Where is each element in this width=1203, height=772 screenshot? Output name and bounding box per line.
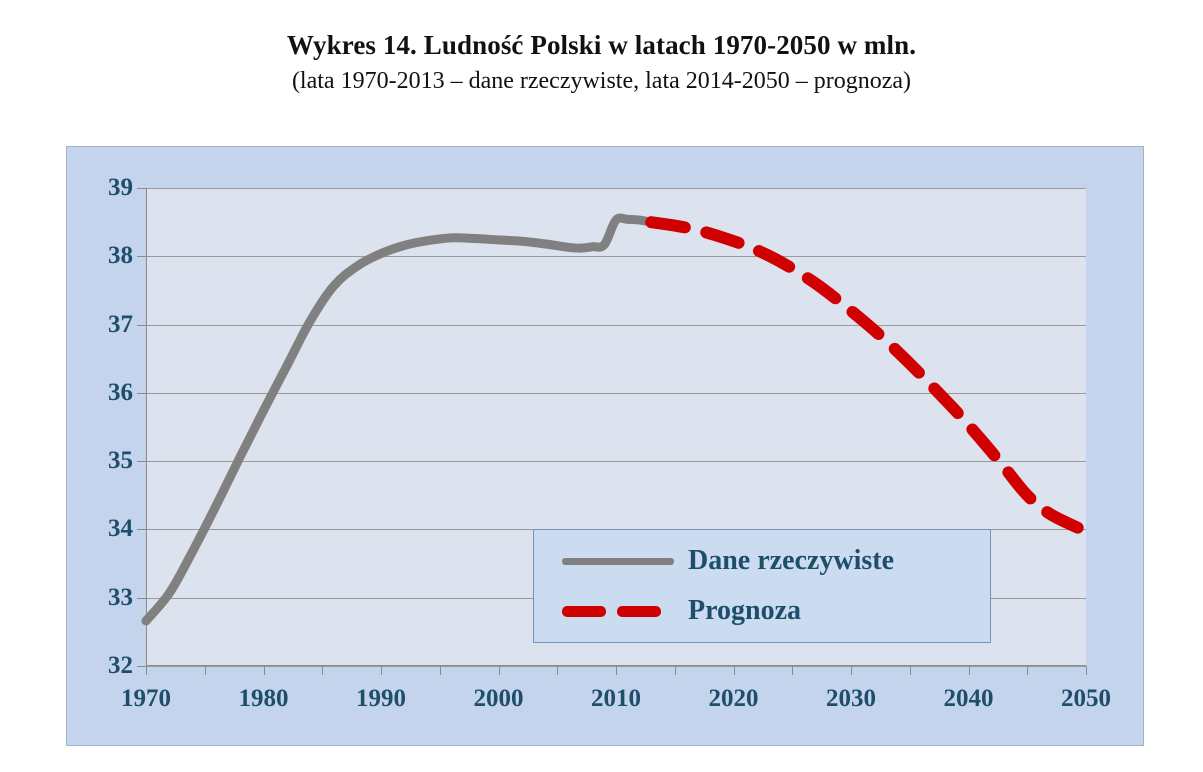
x-axis-tick-label: 1990 [356, 685, 406, 712]
x-axis-tick-label: 2040 [943, 685, 994, 712]
y-axis-tick [137, 188, 146, 189]
x-axis-tick [616, 666, 617, 675]
legend-item-dane-rzeczywiste: Dane rzeczywiste [534, 536, 990, 586]
x-axis-tick [734, 666, 735, 675]
y-axis-tick [137, 461, 146, 462]
x-axis-tick-label: 2030 [826, 685, 876, 712]
y-axis-tick-label: 35 [108, 447, 133, 475]
x-axis-tick [499, 666, 500, 675]
y-axis-line [146, 188, 147, 666]
x-axis-tick-label: 2000 [473, 685, 524, 712]
x-axis-tick-label: 2050 [1061, 685, 1111, 712]
y-axis-tick-label: 37 [108, 310, 133, 338]
x-axis-tick [969, 666, 970, 675]
x-axis-tick [440, 666, 441, 675]
x-axis-line [146, 665, 1086, 666]
chart-legend: Dane rzeczywiste Prognoza [533, 529, 991, 643]
legend-label-prognoza: Prognoza [688, 595, 802, 626]
legend-item-prognoza: Prognoza [534, 586, 990, 636]
y-axis-tick-label: 32 [108, 652, 133, 679]
y-axis-tick-label: 38 [108, 242, 133, 270]
x-axis-tick [792, 666, 793, 675]
x-axis-tick [264, 666, 265, 675]
gridline [146, 256, 1086, 257]
page-subtitle: (lata 1970-2013 – dane rzeczywiste, lata… [291, 68, 912, 94]
x-axis-tick-label: 2020 [708, 685, 759, 712]
x-axis-tick-label: 2010 [591, 685, 641, 712]
y-axis-tick [137, 393, 146, 394]
y-axis-tick-label: 39 [108, 174, 133, 201]
y-axis-tick-label: 36 [108, 378, 133, 406]
gridline [146, 461, 1086, 462]
page-title: Wykres 14. Ludność Polski w latach 1970-… [286, 30, 917, 60]
x-axis-tick [557, 666, 558, 675]
y-axis-tick [137, 325, 146, 326]
x-axis-tick-label: 1970 [121, 685, 171, 712]
x-axis-tick [1027, 666, 1028, 675]
x-axis-tick [851, 666, 852, 675]
chart-title-block: Wykres 14. Ludność Polski w latach 1970-… [0, 28, 1203, 97]
gridline [146, 325, 1086, 326]
x-axis-tick [675, 666, 676, 675]
y-axis-tick [137, 256, 146, 257]
y-axis-tick [137, 529, 146, 530]
legend-swatch-solid-line-icon [562, 557, 682, 565]
y-axis-tick [137, 666, 146, 667]
x-axis-tick [1086, 666, 1087, 675]
legend-swatch-dashed-line-icon [562, 605, 682, 617]
series-line-prognoza [645, 216, 1092, 538]
gridline [146, 188, 1086, 189]
x-axis-tick [381, 666, 382, 675]
x-axis-tick [146, 666, 147, 675]
y-axis-tick-label: 34 [108, 515, 133, 543]
x-axis-tick [322, 666, 323, 675]
gridline [146, 393, 1086, 394]
y-axis-tick-label: 33 [108, 583, 133, 611]
y-axis-tick [137, 598, 146, 599]
x-axis-tick [205, 666, 206, 675]
legend-label-dane-rzeczywiste: Dane rzeczywiste [688, 545, 895, 576]
x-axis-tick-label: 1980 [238, 685, 289, 712]
chart-frame: 39 38 37 36 35 34 33 32 1970 1980 1990 2000 2010 202… [66, 146, 1144, 746]
x-axis-tick [910, 666, 911, 675]
